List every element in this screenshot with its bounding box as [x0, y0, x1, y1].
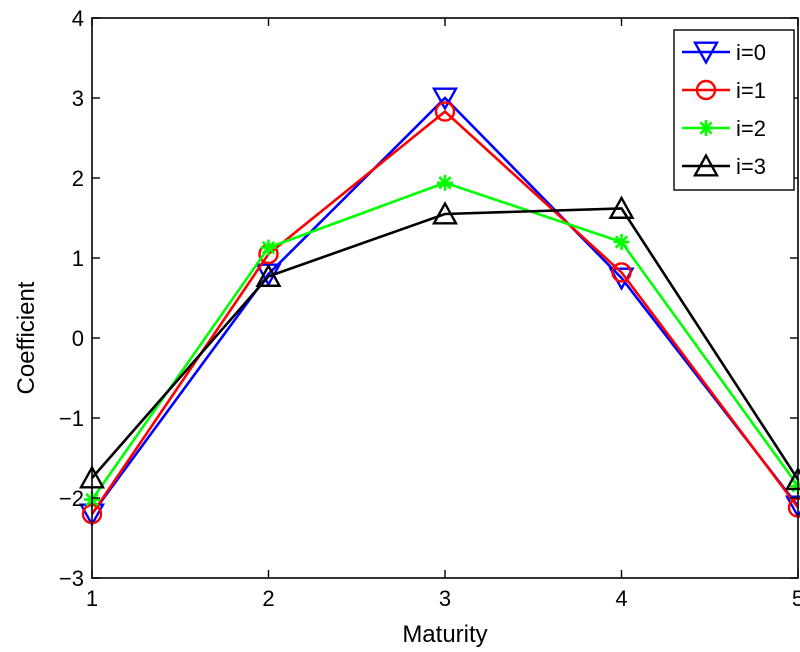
series-line-i=3: [91, 207, 800, 481]
asterisk-stroke: [438, 176, 452, 190]
legend-marker-i=1: [695, 79, 717, 101]
legend-item-i=0: i=0: [682, 40, 766, 65]
y-tick-label-3: 1: [72, 246, 84, 271]
legend-marker-i=3: [692, 153, 720, 177]
series-line-i=0: [90, 96, 800, 515]
legend-label-i=2: i=2: [736, 116, 766, 141]
y-tick-label-6: −2: [59, 486, 84, 511]
legend-box: [673, 29, 795, 191]
y-tick-label-7: −3: [59, 566, 84, 591]
y-tick-label-0: 4: [72, 6, 84, 31]
y-tick-label-5: −1: [59, 406, 84, 431]
data-point-i=2-2: [260, 239, 277, 256]
y-tick-label-4: 0: [72, 326, 84, 351]
x-tick-label-1: 1: [86, 586, 98, 611]
y-tick-label-2: 2: [72, 166, 84, 191]
data-point-i=2-4: [613, 234, 630, 250]
legend-item-i=1: i=1: [682, 78, 766, 103]
series-line-i=1: [90, 109, 800, 515]
data-point-i=1-4: [611, 262, 632, 283]
legend-item-i=3: i=3: [682, 153, 766, 179]
data-point-i=3-2: [255, 263, 282, 287]
legend-label-i=1: i=1: [736, 78, 766, 103]
legend: i=0 i=1 i=2 i=3: [673, 29, 795, 191]
data-point-i=0-3: [431, 87, 459, 111]
x-tick-label-2: 2: [262, 586, 274, 611]
data-point-i=1-3: [434, 101, 456, 122]
legend-marker-i=2: [698, 120, 714, 136]
x-tick-label-3: 3: [439, 586, 451, 611]
legend-label-i=0: i=0: [736, 40, 766, 65]
y-tick-label-1: 3: [72, 86, 84, 111]
asterisk-stroke: [614, 235, 629, 249]
x-axis-label: Maturity: [402, 621, 487, 648]
asterisk-stroke: [261, 240, 276, 255]
data-point-i=3-3: [431, 201, 459, 225]
asterisk-stroke: [699, 121, 713, 135]
x-tick-label-4: 4: [615, 586, 627, 611]
legend-item-i=2: i=2: [682, 116, 766, 141]
legend-marker-i=0: [692, 41, 720, 65]
y-axis-label: Coefficient: [13, 281, 40, 394]
data-point-i=3-4: [608, 195, 635, 219]
data-point-i=2-3: [437, 174, 453, 191]
legend-label-i=3: i=3: [736, 154, 766, 179]
x-tick-label-5: 5: [792, 586, 800, 611]
plot-series-group: [78, 87, 800, 527]
